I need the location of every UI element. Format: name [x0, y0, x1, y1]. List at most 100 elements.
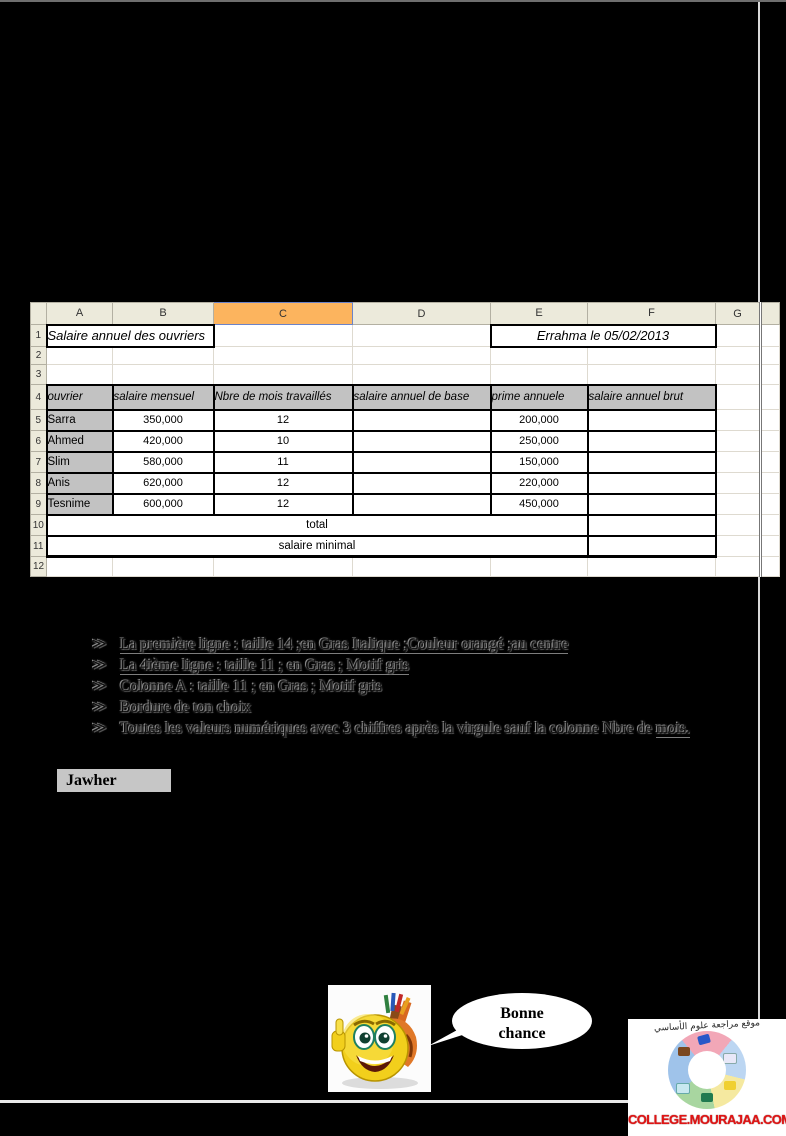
cell-total-label[interactable]: total — [45, 513, 589, 537]
row-header-1[interactable]: 1 — [30, 324, 47, 347]
cell-empty[interactable] — [587, 556, 716, 577]
cell-empty[interactable] — [112, 364, 214, 385]
cell-brut[interactable] — [586, 471, 717, 495]
column-header-G[interactable]: G — [715, 302, 761, 325]
cell-empty[interactable] — [213, 364, 353, 385]
cell-empty[interactable] — [715, 364, 761, 385]
cell-empty[interactable] — [490, 346, 588, 365]
row-header-8[interactable]: 8 — [30, 472, 47, 494]
cell-empty[interactable] — [715, 535, 761, 557]
column-header-A[interactable]: A — [46, 302, 113, 325]
cell-ouvrier[interactable]: Anis — [45, 471, 114, 495]
cell-salaire-base[interactable] — [351, 408, 492, 432]
table-header-4[interactable]: prime annuele — [489, 383, 589, 411]
cell-prime[interactable]: 450,000 — [489, 492, 589, 516]
cell-D1[interactable] — [352, 324, 491, 347]
row-header-6[interactable]: 6 — [30, 430, 47, 452]
row-header-11[interactable]: 11 — [30, 535, 47, 557]
cell-empty[interactable] — [213, 346, 353, 365]
table-header-5[interactable]: salaire annuel brut — [586, 383, 717, 411]
cell-salaire-base[interactable] — [351, 450, 492, 474]
cell-empty[interactable] — [352, 364, 491, 385]
cell-salaire-minimal-label[interactable]: salaire minimal — [45, 534, 589, 558]
college-mourajaa-logo[interactable]: موقع مراجعة علوم الأساسي COLLEGE.MOURAJA… — [628, 1018, 786, 1136]
select-all-corner[interactable] — [30, 302, 47, 325]
cell-empty[interactable] — [715, 472, 761, 494]
row-header-2[interactable]: 2 — [30, 346, 47, 365]
table-header-2[interactable]: Nbre de mois travaillés — [212, 383, 354, 411]
cell-salaire-minimal-value[interactable] — [586, 534, 717, 558]
cell-empty[interactable] — [112, 346, 214, 365]
cell-empty[interactable] — [715, 346, 761, 365]
cell-brut[interactable] — [586, 450, 717, 474]
cell-empty[interactable] — [46, 346, 113, 365]
cell-empty[interactable] — [715, 384, 761, 410]
cell-ouvrier[interactable]: Slim — [45, 450, 114, 474]
row-header-7[interactable]: 7 — [30, 451, 47, 473]
cell-empty[interactable] — [352, 346, 491, 365]
column-header-D[interactable]: D — [352, 302, 491, 325]
cell-empty[interactable] — [715, 451, 761, 473]
instructions-list: ≫ La première ligne : taille 14 ;en Gras … — [92, 634, 710, 739]
cell-ouvrier[interactable]: Ahmed — [45, 429, 114, 453]
cell-empty[interactable] — [587, 364, 716, 385]
cell-salaire-base[interactable] — [351, 429, 492, 453]
cell-stub — [759, 451, 780, 473]
row-header-5[interactable]: 5 — [30, 409, 47, 431]
cell-empty[interactable] — [46, 556, 113, 577]
cell-nbre-mois[interactable]: 12 — [212, 492, 354, 516]
cell-empty[interactable] — [715, 556, 761, 577]
row-header-3[interactable]: 3 — [30, 364, 47, 385]
cell-empty[interactable] — [715, 430, 761, 452]
cell-empty[interactable] — [112, 556, 214, 577]
cell-empty[interactable] — [490, 364, 588, 385]
table-header-3[interactable]: salaire annuel de base — [351, 383, 492, 411]
cell-salaire-base[interactable] — [351, 471, 492, 495]
cell-empty[interactable] — [715, 493, 761, 515]
column-header-F[interactable]: F — [587, 302, 716, 325]
signature-box: Jawher — [57, 769, 171, 792]
cell-prime[interactable]: 220,000 — [489, 471, 589, 495]
cell-salaire-base[interactable] — [351, 492, 492, 516]
cell-prime[interactable]: 250,000 — [489, 429, 589, 453]
cell-empty[interactable] — [213, 556, 353, 577]
column-header-B[interactable]: B — [112, 302, 214, 325]
speech-bubble: Bonne chance — [428, 993, 592, 1049]
cell-empty[interactable] — [715, 514, 761, 536]
table-header-0[interactable]: ouvrier — [45, 383, 114, 411]
cell-salaire-mensuel[interactable]: 600,000 — [111, 492, 215, 516]
cell-brut[interactable] — [586, 492, 717, 516]
cell-prime[interactable]: 200,000 — [489, 408, 589, 432]
cell-salaire-mensuel[interactable]: 620,000 — [111, 471, 215, 495]
row-header-10[interactable]: 10 — [30, 514, 47, 536]
cell-empty[interactable] — [46, 364, 113, 385]
cell-brut[interactable] — [586, 408, 717, 432]
cell-prime[interactable]: 150,000 — [489, 450, 589, 474]
cell-total-value[interactable] — [586, 513, 717, 537]
cell-empty[interactable] — [587, 346, 716, 365]
cell-empty[interactable] — [490, 556, 588, 577]
row-header-4[interactable]: 4 — [30, 384, 47, 410]
table-header-1[interactable]: salaire mensuel — [111, 383, 215, 411]
cell-G1[interactable] — [715, 324, 761, 347]
cell-nbre-mois[interactable]: 10 — [212, 429, 354, 453]
row-header-12[interactable]: 12 — [30, 556, 47, 577]
cell-empty[interactable] — [352, 556, 491, 577]
logo-ring-icon — [668, 1031, 746, 1109]
cell-C1[interactable] — [213, 324, 353, 347]
cell-nbre-mois[interactable]: 12 — [212, 408, 354, 432]
cell-ouvrier[interactable]: Sarra — [45, 408, 114, 432]
cell-salaire-mensuel[interactable]: 420,000 — [111, 429, 215, 453]
cell-ouvrier[interactable]: Tesnime — [45, 492, 114, 516]
row-header-9[interactable]: 9 — [30, 493, 47, 515]
cell-empty[interactable] — [715, 409, 761, 431]
column-header-E[interactable]: E — [490, 302, 588, 325]
column-header-C[interactable]: C — [213, 302, 353, 325]
cell-title[interactable]: Salaire annuel des ouvriers — [45, 323, 215, 348]
cell-date[interactable]: Errahma le 05/02/2013 — [489, 323, 717, 348]
cell-nbre-mois[interactable]: 12 — [212, 471, 354, 495]
cell-nbre-mois[interactable]: 11 — [212, 450, 354, 474]
cell-salaire-mensuel[interactable]: 350,000 — [111, 408, 215, 432]
cell-salaire-mensuel[interactable]: 580,000 — [111, 450, 215, 474]
cell-brut[interactable] — [586, 429, 717, 453]
